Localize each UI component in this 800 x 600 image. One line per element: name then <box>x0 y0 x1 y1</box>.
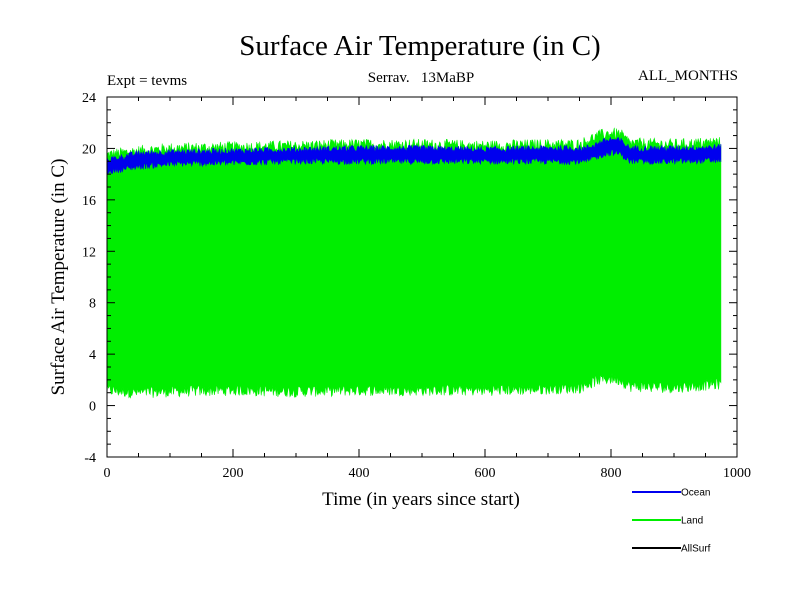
y-axis-label: Surface Air Temperature (in C) <box>48 159 69 396</box>
x-tick-label: 600 <box>475 466 496 481</box>
x-tick-label: 800 <box>601 466 622 481</box>
chart-subtitle-left: Expt = tevms <box>107 73 187 89</box>
x-tick-label: 0 <box>104 466 111 481</box>
y-tick-label: 24 <box>82 91 96 106</box>
series-layer <box>106 127 722 399</box>
series-ocean <box>106 136 722 175</box>
legend-label-land: Land <box>681 516 703 527</box>
chart-subtitle-right: ALL_MONTHS <box>638 68 738 84</box>
x-tick-label: 200 <box>223 466 244 481</box>
legend-label-ocean: Ocean <box>681 488 710 499</box>
y-tick-label: 8 <box>89 297 96 312</box>
x-tick-label: 400 <box>349 466 370 481</box>
legend: Ocean Land AllSurf <box>632 488 711 555</box>
y-tick-label: 20 <box>82 142 96 157</box>
y-tick-label: -4 <box>84 451 96 466</box>
x-tick-label: 1000 <box>723 466 751 481</box>
y-tick-label: 4 <box>89 348 96 363</box>
y-tick-label: 16 <box>82 194 96 209</box>
axes-layer: 0 200 400 600 800 1000 -4 0 4 8 12 16 20 24 <box>82 91 751 481</box>
y-tick-label: 0 <box>89 400 96 415</box>
legend-label-allsurf: AllSurf <box>681 544 711 555</box>
y-tick-label: 12 <box>82 245 96 260</box>
chart-subtitle-center: Serrav. 13MaBP <box>368 70 475 86</box>
series-land <box>106 127 722 399</box>
x-axis-label: Time (in years since start) <box>322 489 520 510</box>
chart-title: Surface Air Temperature (in C) <box>239 30 600 62</box>
